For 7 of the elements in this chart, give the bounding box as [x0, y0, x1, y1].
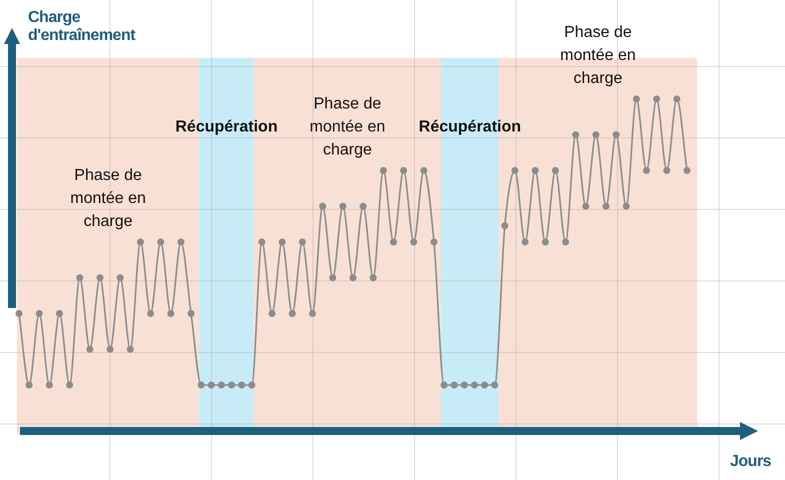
annotation: Phase de montée en charge — [70, 167, 146, 230]
text: Phase de montée en charge — [560, 24, 636, 87]
annotation: Récupération — [175, 118, 278, 136]
x-axis-title: Jours — [730, 453, 772, 471]
y-axis-title: Charge d'entraînement — [28, 9, 136, 45]
annotation: Récupération — [418, 118, 522, 136]
annotation: Phase de montée en charge — [310, 96, 386, 158]
